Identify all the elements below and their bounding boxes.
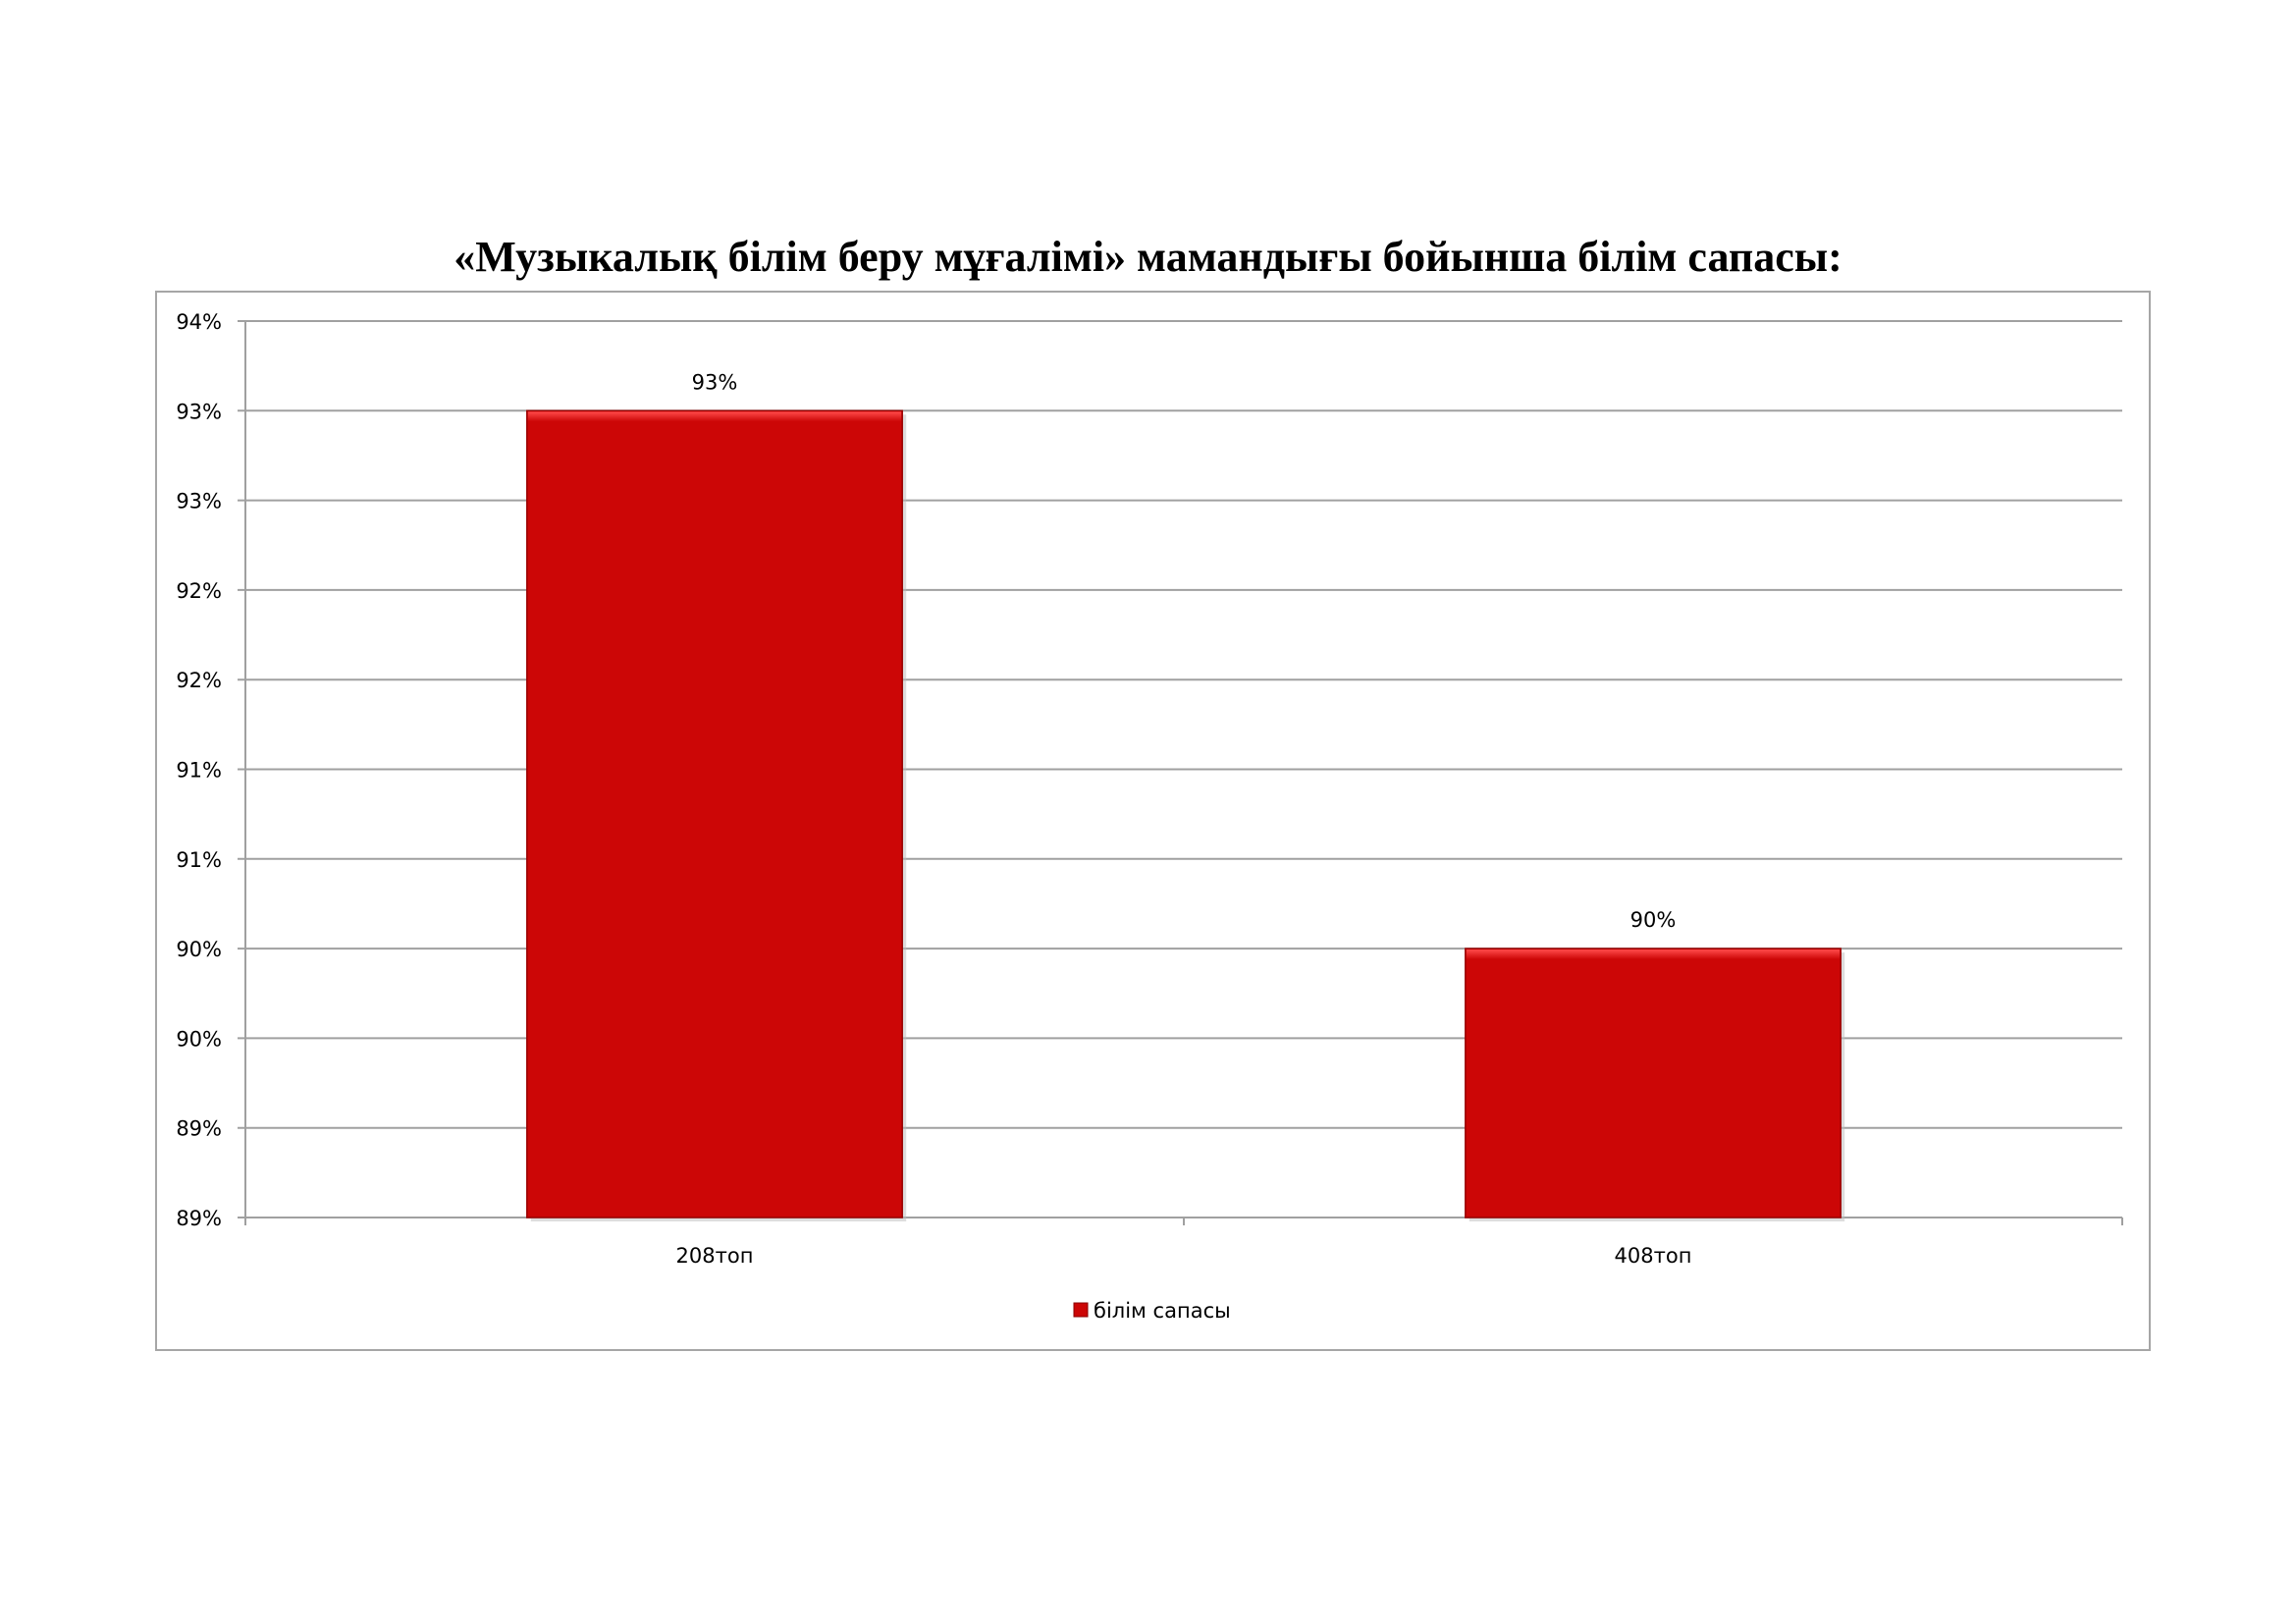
legend: білім сапасы	[1073, 1299, 1231, 1323]
y-tick-label: 92%	[176, 669, 222, 692]
data-label: 93%	[692, 370, 738, 394]
bar-bevel	[527, 411, 902, 422]
chart-frame	[155, 291, 2151, 1351]
y-tick-label: 92%	[176, 579, 222, 603]
y-tick-label: 93%	[176, 400, 222, 423]
legend-swatch	[1073, 1302, 1089, 1318]
y-tick-label: 93%	[176, 490, 222, 514]
legend-label: білім сапасы	[1094, 1299, 1231, 1323]
bar	[526, 409, 903, 1218]
y-tick-label: 89%	[176, 1117, 222, 1141]
y-tick-label: 90%	[176, 938, 222, 961]
y-tick-label: 90%	[176, 1027, 222, 1051]
y-tick-label: 91%	[176, 759, 222, 783]
bar-bevel	[1466, 949, 1841, 960]
chart-title: «Музыкалық білім беру мұғалімі» мамандығ…	[454, 233, 1842, 281]
x-tick-label: 408топ	[1615, 1244, 1692, 1268]
y-tick-label: 91%	[176, 848, 222, 872]
bar	[1465, 947, 1842, 1218]
y-tick-label: 94%	[176, 310, 222, 334]
y-tick-label: 89%	[176, 1207, 222, 1230]
data-label: 90%	[1630, 908, 1677, 932]
x-tick-label: 208топ	[676, 1244, 754, 1268]
